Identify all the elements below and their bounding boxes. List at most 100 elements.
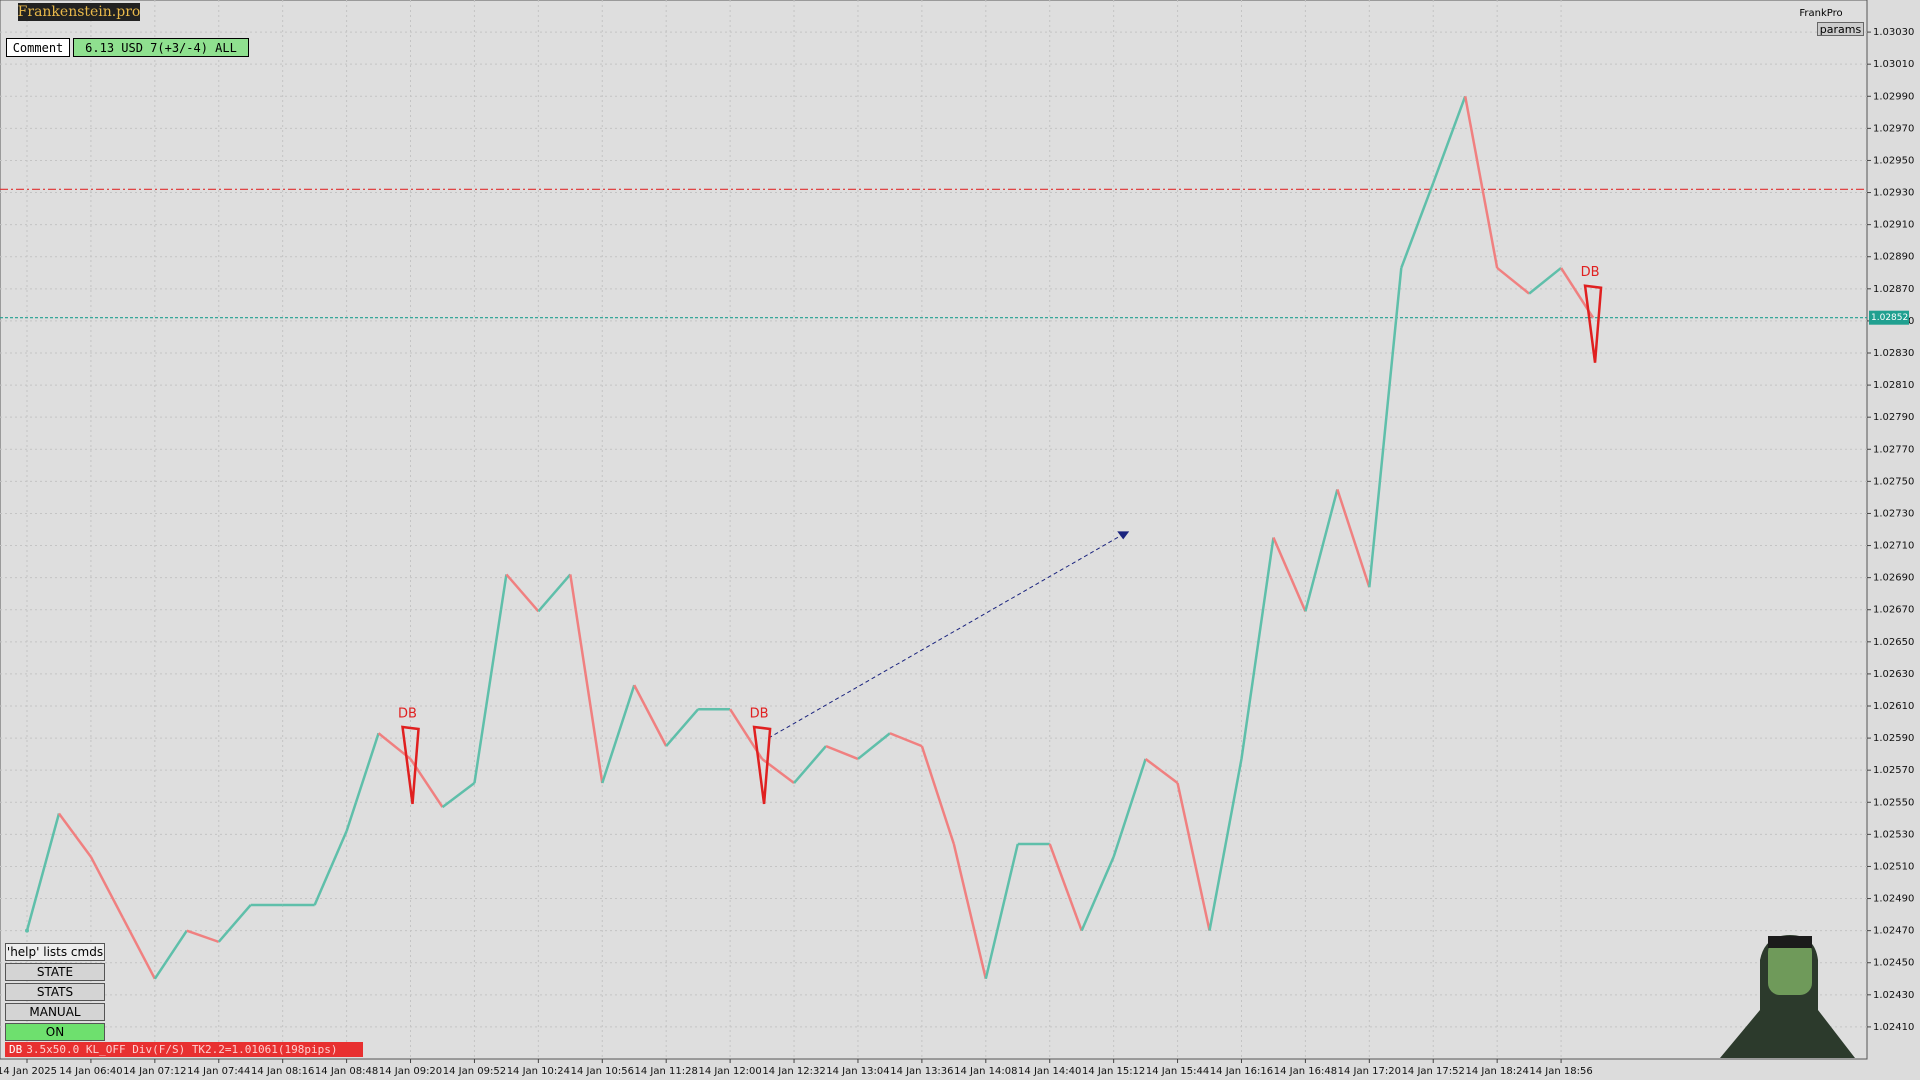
y-tick-label: 1.02950 bbox=[1873, 155, 1914, 166]
plot-area bbox=[0, 0, 1868, 1060]
profit-box: 6.13 USD 7(+3/-4) ALL bbox=[73, 38, 249, 57]
price-segment bbox=[1336, 488, 1371, 588]
x-tick-label: 14 Jan 12:00 bbox=[698, 1066, 761, 1077]
y-tick-label: 1.02450 bbox=[1873, 958, 1914, 969]
y-tick-label: 1.02770 bbox=[1873, 444, 1914, 455]
y-tick-label: 1.02590 bbox=[1873, 733, 1914, 744]
price-segment bbox=[1240, 537, 1275, 760]
x-tick-label: 14 Jan 15:44 bbox=[1146, 1066, 1209, 1077]
price-segment bbox=[633, 684, 668, 747]
y-tick-label: 1.03030 bbox=[1873, 27, 1914, 38]
y-tick-label: 1.02610 bbox=[1873, 701, 1914, 712]
status-bar: DB 3.5x50.0 KL_OFF Div(F/S) TK2.2=1.01061… bbox=[5, 1042, 363, 1057]
x-tick-label: 14 Jan 13:36 bbox=[890, 1066, 953, 1077]
price-segment bbox=[889, 732, 923, 748]
price-tag-label: 1.02852 bbox=[1871, 313, 1908, 323]
price-segment bbox=[825, 744, 859, 761]
state-button[interactable]: STATE bbox=[5, 963, 105, 981]
x-tick-label: 14 Jan 18:56 bbox=[1529, 1066, 1592, 1077]
y-tick-label: 1.02550 bbox=[1873, 797, 1914, 808]
y-tick-label: 1.02650 bbox=[1873, 637, 1914, 648]
price-segment bbox=[473, 574, 508, 784]
brand: FrankPro bbox=[1799, 7, 1843, 19]
price-segment bbox=[121, 917, 156, 980]
x-tick-label: 14 Jan 10:56 bbox=[571, 1066, 634, 1077]
x-tick-label: 14 Jan 2025 bbox=[0, 1066, 57, 1077]
status-text: 3.5x50.0 KL_OFF Div(F/S) TK2.2=1.01061(1… bbox=[26, 1043, 338, 1056]
price-segment bbox=[217, 904, 252, 943]
price-segment bbox=[601, 684, 636, 784]
y-tick-label: 1.02990 bbox=[1873, 91, 1914, 102]
price-segment bbox=[1208, 758, 1243, 931]
x-tick-label: 14 Jan 09:52 bbox=[443, 1066, 506, 1077]
price-segment bbox=[186, 929, 220, 944]
x-tick-label: 14 Jan 16:48 bbox=[1274, 1066, 1337, 1077]
price-segment bbox=[1463, 96, 1499, 269]
params-button[interactable]: params bbox=[1817, 22, 1864, 36]
price-segment bbox=[153, 929, 188, 980]
stats-button[interactable]: STATS bbox=[5, 983, 105, 1001]
y-tick-label: 1.02870 bbox=[1873, 284, 1914, 295]
price-segment bbox=[57, 812, 92, 858]
price-tag bbox=[1869, 310, 1909, 325]
x-tick-label: 14 Jan 14:08 bbox=[954, 1066, 1017, 1077]
x-tick-label: 14 Jan 18:24 bbox=[1465, 1066, 1528, 1077]
price-segment bbox=[505, 573, 540, 613]
y-tick-label: 1.02490 bbox=[1873, 894, 1914, 905]
y-tick-label: 1.02890 bbox=[1873, 252, 1914, 263]
price-segment bbox=[793, 745, 827, 784]
price-segment bbox=[1304, 489, 1339, 612]
db-shape bbox=[401, 725, 420, 805]
price-segment bbox=[1400, 182, 1435, 269]
price-segment bbox=[1496, 266, 1530, 295]
manual-button[interactable]: MANUAL bbox=[5, 1003, 105, 1021]
y-tick-label: 1.02830 bbox=[1873, 348, 1914, 359]
x-tick-label: 14 Jan 10:24 bbox=[507, 1066, 570, 1077]
price-segment bbox=[952, 843, 988, 980]
price-segment bbox=[857, 732, 891, 760]
price-segment bbox=[1176, 782, 1211, 931]
y-tick-label: 1.02970 bbox=[1873, 123, 1914, 134]
trade-arrow bbox=[1117, 531, 1130, 540]
price-segment bbox=[1432, 95, 1467, 184]
price-segment bbox=[89, 856, 124, 919]
price-segment bbox=[1112, 758, 1147, 858]
trade-line bbox=[768, 533, 1124, 739]
x-tick-label: 14 Jan 12:32 bbox=[762, 1066, 825, 1077]
y-tick-label: 1.03010 bbox=[1873, 59, 1914, 70]
y-tick-label: 1.02570 bbox=[1873, 765, 1914, 776]
on-button[interactable]: ON bbox=[5, 1023, 105, 1041]
y-tick-label: 1.02510 bbox=[1873, 861, 1914, 872]
price-segment bbox=[920, 745, 956, 845]
price-segment bbox=[345, 732, 380, 832]
x-tick-label: 14 Jan 09:20 bbox=[379, 1066, 442, 1077]
x-tick-label: 14 Jan 07:12 bbox=[123, 1066, 186, 1077]
x-tick-label: 14 Jan 08:16 bbox=[251, 1066, 314, 1077]
x-tick-label: 14 Jan 17:52 bbox=[1402, 1066, 1465, 1077]
y-tick-label: 1.02630 bbox=[1873, 669, 1914, 680]
help-button[interactable]: 'help' lists cmds bbox=[5, 943, 105, 961]
price-segment bbox=[1272, 537, 1307, 612]
y-tick-label: 1.02690 bbox=[1873, 573, 1914, 584]
y-tick-label: 1.02910 bbox=[1873, 220, 1914, 231]
price-segment bbox=[441, 782, 476, 809]
price-segment bbox=[25, 813, 61, 931]
price-segment bbox=[569, 574, 604, 784]
y-tick-label: 1.02430 bbox=[1873, 990, 1914, 1001]
db-shape bbox=[1583, 284, 1603, 363]
x-tick-label: 14 Jan 07:44 bbox=[187, 1066, 250, 1077]
y-tick-label: 1.02810 bbox=[1873, 380, 1914, 391]
price-segment bbox=[1080, 856, 1115, 932]
y-tick-label: 1.02730 bbox=[1873, 508, 1914, 519]
price-segment bbox=[313, 830, 348, 906]
x-tick-label: 14 Jan 11:28 bbox=[635, 1066, 698, 1077]
db-label: DB bbox=[398, 706, 417, 721]
x-tick-label: 14 Jan 15:12 bbox=[1082, 1066, 1145, 1077]
db-label: DB bbox=[1581, 265, 1600, 280]
price-segment bbox=[1144, 757, 1179, 785]
comment-label: Comment bbox=[6, 38, 70, 57]
y-tick-label: 1.02470 bbox=[1873, 926, 1914, 937]
x-tick-label: 14 Jan 13:04 bbox=[826, 1066, 889, 1077]
